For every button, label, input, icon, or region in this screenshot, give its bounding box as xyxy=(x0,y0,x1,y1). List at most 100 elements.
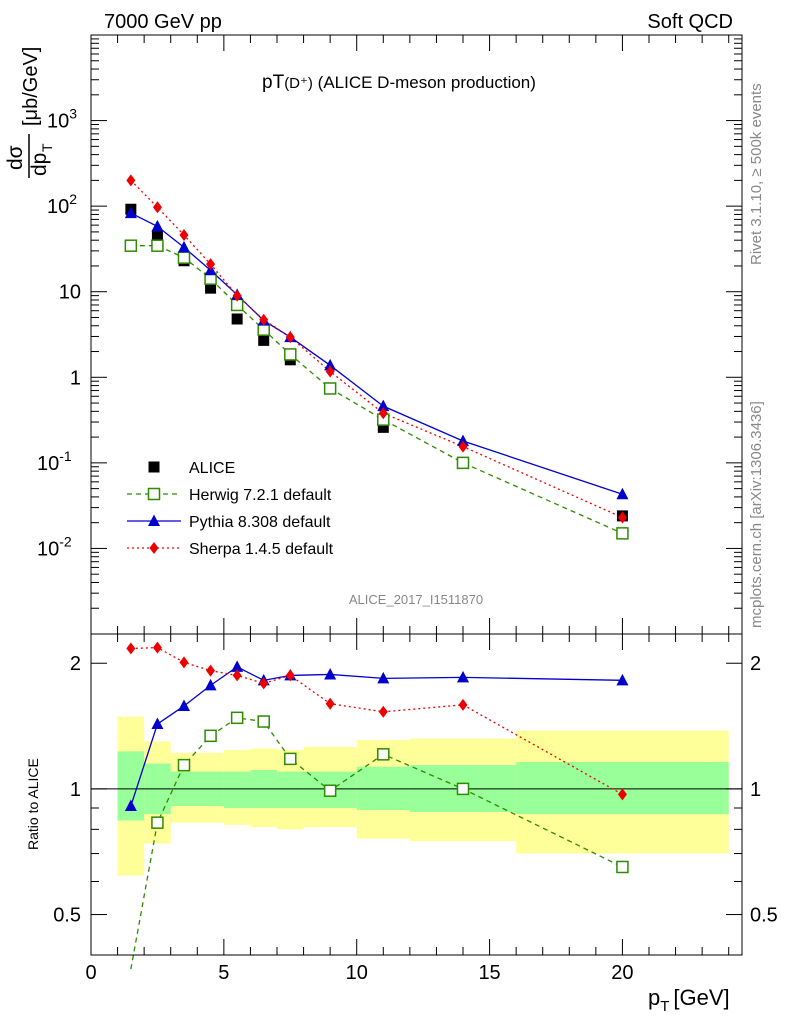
marker-sherpa xyxy=(206,258,216,271)
main-y-tick-label: 10-1 xyxy=(37,448,72,475)
ratio-marker-pythia xyxy=(324,667,337,680)
ratio-marker-herwig xyxy=(456,782,470,796)
main-y-tick-label: 1 xyxy=(70,367,81,389)
x-tick-label: 5 xyxy=(218,962,229,984)
ratio-plot-panel: 0.5 0.51 12 20 5 10 15 20 Ratio to ALICE pT [GeV… xyxy=(25,633,778,1015)
x-title-sub: T xyxy=(660,998,669,1015)
ratio-marker-pythia xyxy=(204,678,217,691)
x-tick-label: 10 xyxy=(346,962,368,984)
legend-label-data: ALICE xyxy=(189,460,235,477)
ratio-marker-herwig xyxy=(323,784,337,797)
rivet-version-label: Rivet 3.1.10, ≥ 500k events xyxy=(748,83,765,265)
y-title-denominator-sub: T xyxy=(39,143,55,152)
legend-marker-data xyxy=(148,461,160,473)
x-tick-label: 0 xyxy=(85,962,96,984)
ratio-band-inner xyxy=(223,771,251,808)
ratio-marker-sherpa xyxy=(378,705,388,718)
marker-sherpa xyxy=(232,289,242,302)
ratio-marker-herwig xyxy=(616,860,629,874)
marker-herwig xyxy=(456,456,470,470)
series-line-pythia xyxy=(130,212,623,495)
marker-herwig xyxy=(257,323,270,336)
analysis-id-label: ALICE_2017_I1511870 xyxy=(349,592,483,607)
marker-herwig xyxy=(124,239,138,252)
data-point-alice xyxy=(377,421,389,433)
ratio-marker-sherpa xyxy=(232,669,242,682)
marker-herwig xyxy=(284,348,297,361)
ratio-y-title: Ratio to ALICE xyxy=(25,758,41,850)
legend-label-herwig: Herwig 7.2.1 default xyxy=(189,487,332,504)
ratio-marker-pythia xyxy=(231,660,244,672)
legend: ALICE Herwig 7.2.1 default Pythia 8.308 de… xyxy=(127,460,334,558)
ratio-marker-herwig xyxy=(204,729,217,743)
main-y-tick-label: 102 xyxy=(47,191,77,218)
ratio-y-tick-label-right: 0.5 xyxy=(750,905,778,927)
marker-pythia xyxy=(377,399,390,412)
legend-marker-pythia xyxy=(148,514,160,526)
ratio-plot-marks xyxy=(91,641,742,970)
marker-pythia xyxy=(124,206,137,219)
ratio-y-tick-label: 2 xyxy=(70,653,81,675)
ratio-marker-pythia xyxy=(151,717,164,730)
marker-sherpa xyxy=(378,407,388,420)
x-title-main: p xyxy=(648,985,660,1010)
ratio-marker-herwig xyxy=(284,752,297,766)
marker-pythia xyxy=(178,240,190,253)
ratio-band-inner xyxy=(277,771,304,808)
data-point-alice xyxy=(231,313,243,325)
main-y-axis-title: dσ dp T [μb/GeV] xyxy=(4,47,55,178)
marker-herwig xyxy=(177,251,191,264)
plot-title: pT(D⁺) (ALICE D-meson production) xyxy=(262,72,536,93)
marker-sherpa xyxy=(259,313,269,326)
source-label: mcplots.cern.ch [arXiv:1306.3436] xyxy=(748,401,765,628)
ratio-marker-sherpa xyxy=(179,656,189,669)
main-y-tick-label: 10-2 xyxy=(37,533,72,560)
marker-sherpa xyxy=(152,201,162,214)
ratio-marker-sherpa xyxy=(458,698,468,711)
ratio-marker-pythia xyxy=(457,670,469,683)
plot-title-main: pT xyxy=(262,72,285,93)
legend-label-pythia: Pythia 8.308 default xyxy=(189,514,331,531)
ratio-y-tick-label: 0.5 xyxy=(53,905,81,927)
x-tick-label: 15 xyxy=(478,962,500,984)
main-plot-marks xyxy=(124,174,629,540)
ratio-marker-herwig xyxy=(377,748,390,761)
ratio-marker-herwig xyxy=(230,711,244,725)
ratio-y-tick-label-right: 2 xyxy=(750,653,761,675)
ratio-line-sherpa xyxy=(130,646,623,795)
process-label: Soft QCD xyxy=(647,11,733,33)
ratio-marker-sherpa xyxy=(325,697,335,710)
marker-herwig xyxy=(151,239,164,252)
marker-herwig xyxy=(323,382,337,395)
marker-pythia xyxy=(616,487,629,500)
ratio-marker-sherpa xyxy=(126,642,136,655)
ratio-marker-herwig xyxy=(151,816,164,829)
main-y-tick-label: 10 xyxy=(59,282,81,304)
marker-sherpa xyxy=(325,365,335,378)
legend-marker-sherpa xyxy=(149,542,159,554)
ratio-band-inner xyxy=(516,761,729,815)
marker-herwig xyxy=(616,527,629,540)
legend-label-sherpa: Sherpa 1.4.5 default xyxy=(189,541,334,558)
plot-title-particle: (D⁺) xyxy=(284,75,313,92)
ratio-marker-pythia xyxy=(178,699,190,711)
marker-pythia xyxy=(324,358,337,371)
legend-marker-herwig xyxy=(147,487,161,501)
energy-label: 7000 GeV pp xyxy=(104,11,222,33)
ratio-marker-pythia xyxy=(377,671,390,684)
data-point-alice xyxy=(258,334,270,346)
plot-title-desc: (ALICE D-meson production) xyxy=(313,73,536,92)
main-y-axis: 10-2 10-1 1 10 102 103 xyxy=(37,35,742,635)
main-y-tick-label: 103 xyxy=(47,106,77,133)
ratio-marker-pythia xyxy=(616,673,629,686)
y-title-denominator: dp xyxy=(28,153,51,176)
x-tick-label: 20 xyxy=(611,962,633,984)
ratio-marker-pythia xyxy=(124,799,137,811)
ratio-marker-sherpa xyxy=(206,664,216,677)
ratio-y-tick-label: 1 xyxy=(70,779,81,801)
ratio-plot-frame xyxy=(90,633,743,956)
ratio-marker-herwig xyxy=(257,715,270,728)
ratio-band-inner xyxy=(356,766,410,811)
marker-sherpa xyxy=(285,331,295,344)
